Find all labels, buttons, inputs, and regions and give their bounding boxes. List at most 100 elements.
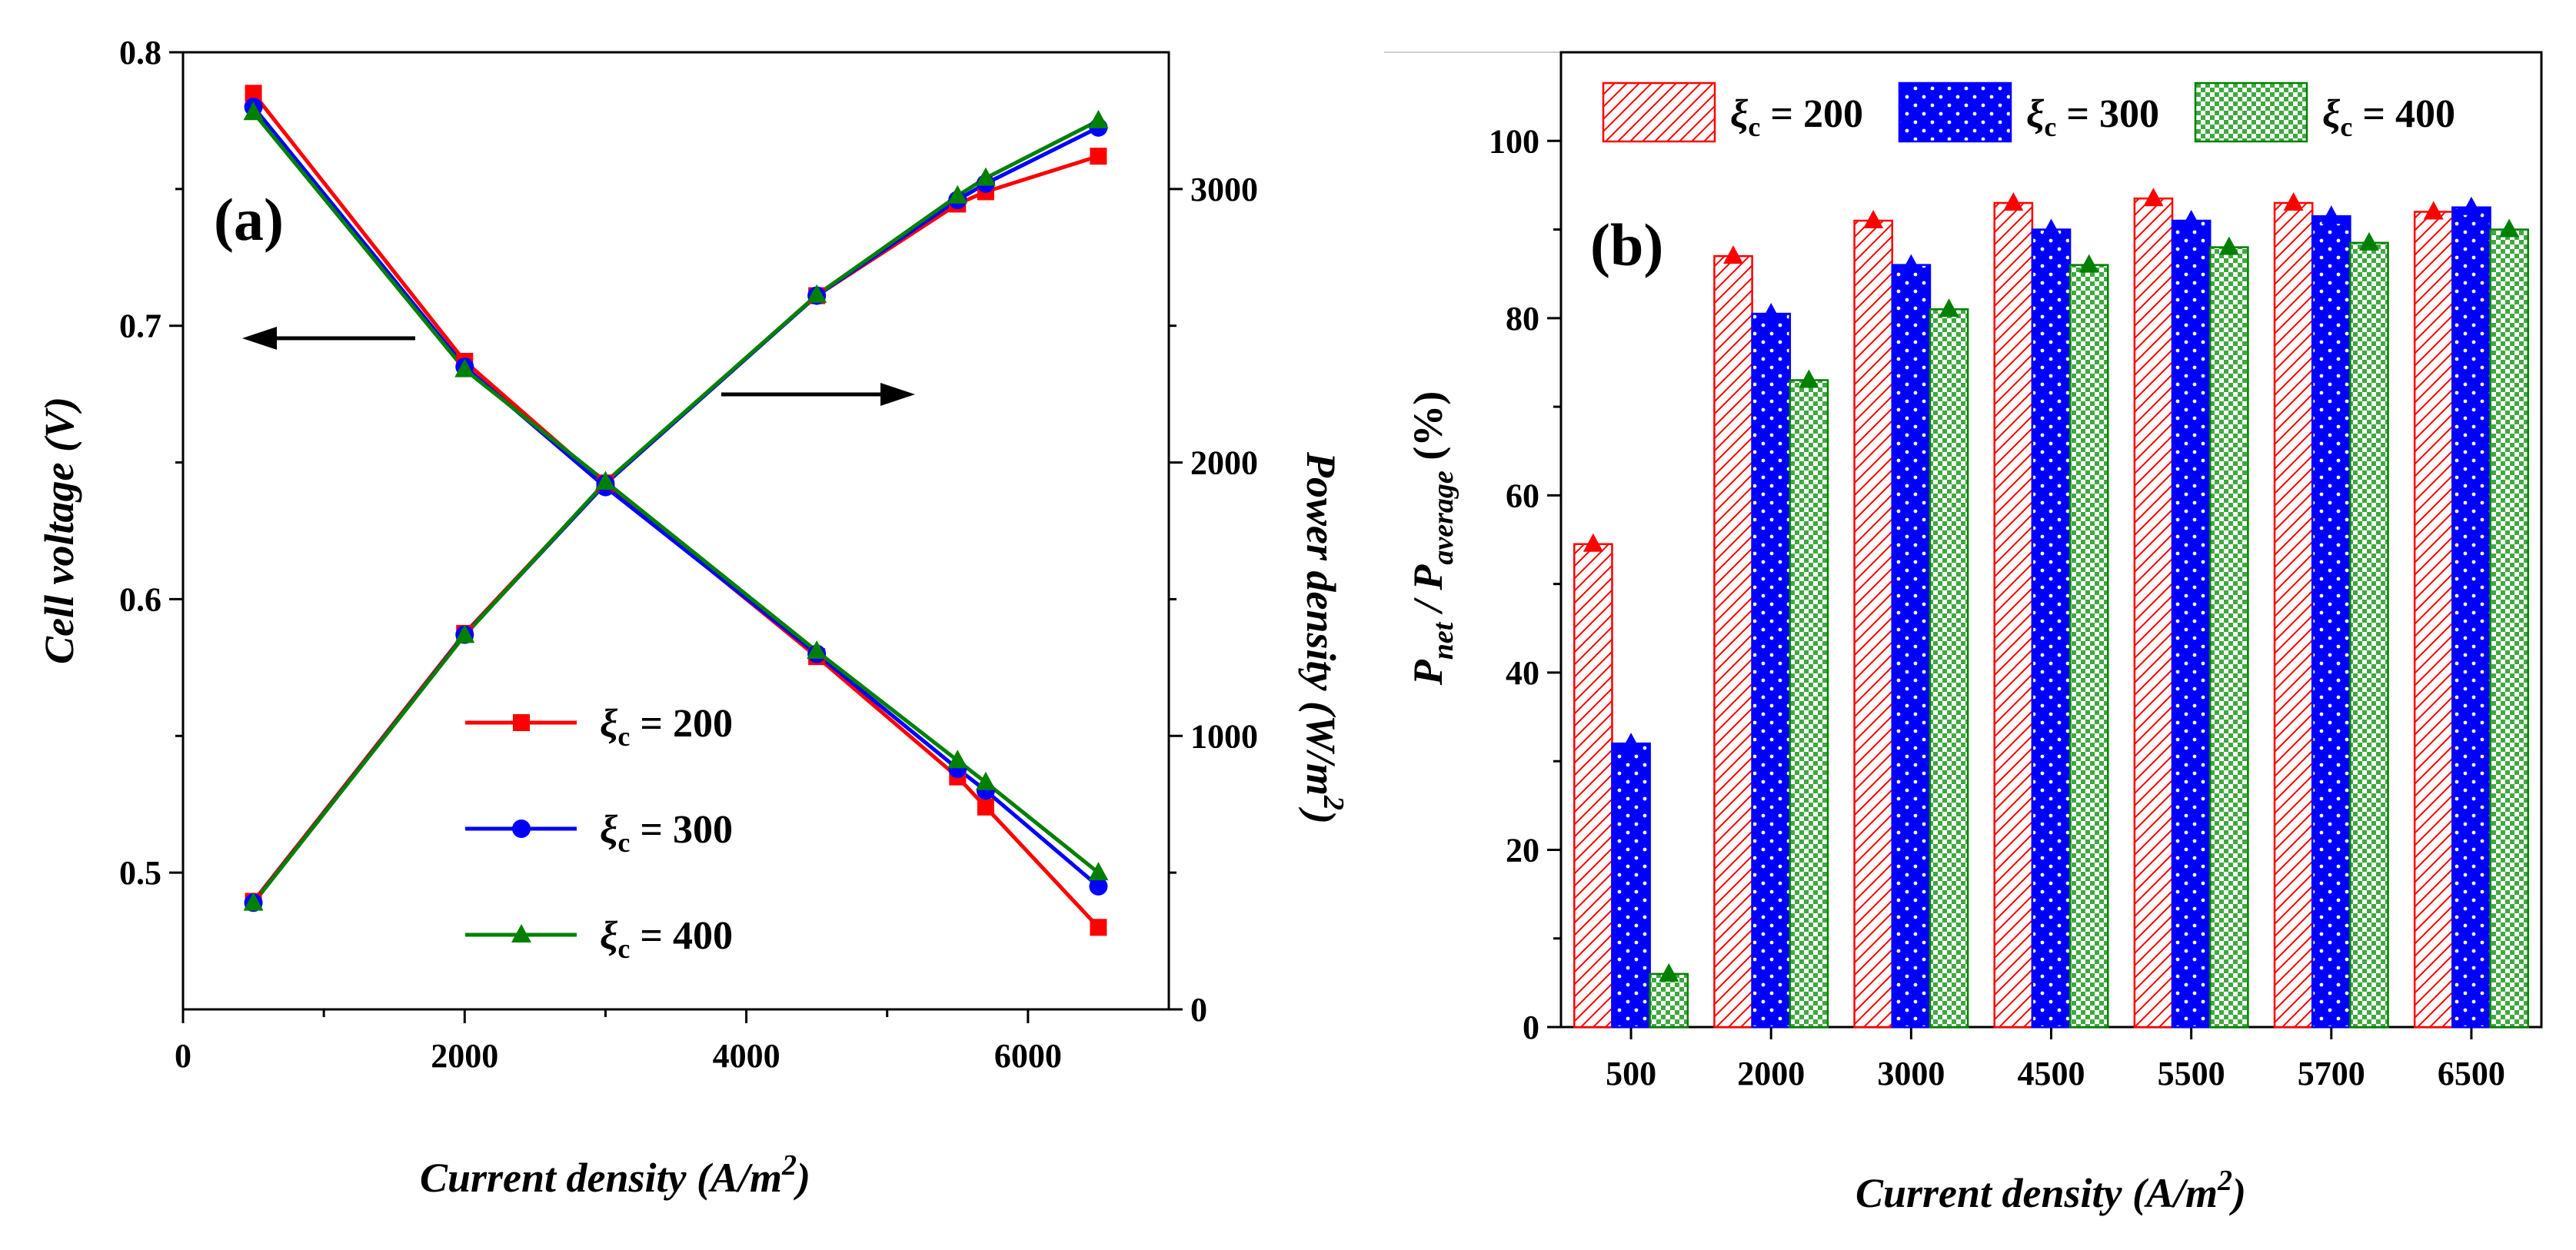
- chart-b-axes: 0 20 40 60 80 100 500 2000 3000 4500 5500 5700 6500: [1489, 122, 2505, 1092]
- chart-a-data-point: [595, 471, 616, 490]
- chart-b-legend-swatch: [1898, 81, 2012, 143]
- chart-b-x-tick-label: 500: [1606, 1055, 1656, 1092]
- chart-b-bar: [1929, 308, 1969, 1029]
- chart-b-bar-marker: [1799, 369, 1819, 388]
- chart-a-y2-tick-label: 1000: [1190, 717, 1258, 755]
- chart-a-data-point: [947, 185, 968, 204]
- chart-b-bar: [2031, 228, 2072, 1029]
- chart-b-legend-label: ξc = 400: [2322, 92, 2455, 142]
- chart-b-x-tick-label: 6500: [2438, 1055, 2505, 1092]
- chart-b-x-tick-label: 5500: [2158, 1055, 2225, 1092]
- chart-b-y-axis-label: Pnet / Paverage (%): [1405, 391, 1459, 686]
- chart-b-bar: [2133, 197, 2174, 1029]
- chart-a-axes: 0 2000 4000 6000 0.5 0.6 0.7 0.8 0 1000 2000 3000: [119, 34, 1258, 1075]
- chart-b-bar: [1611, 742, 1651, 1029]
- chart-b-bar-marker: [2218, 236, 2239, 255]
- chart-a-y-tick-label: 0.8: [119, 34, 161, 71]
- chart-a-y2-tick-label: 2000: [1190, 444, 1258, 482]
- chart-a-y-axis-label: Cell voltage (V): [36, 397, 82, 664]
- chart-b-bar: [2489, 228, 2529, 1029]
- chart-a-legend: ξc = 200 ξc = 300 ξc = 400: [465, 702, 733, 964]
- chart-a-legend-label: ξc = 300: [600, 808, 733, 858]
- chart-b-x-axis-label: Current density (A/m2): [1855, 1165, 2246, 1216]
- chart-b-bar: [1993, 201, 2034, 1029]
- chart-b-bar: [2208, 246, 2249, 1029]
- chart-a-x-tick-label: 0: [175, 1037, 191, 1075]
- chart-a-data-point: [807, 640, 827, 660]
- chart-b-legend-label: ξc = 300: [2026, 92, 2159, 142]
- chart-b-bar-marker: [2143, 188, 2164, 207]
- chart-b-bar-marker: [2041, 218, 2062, 238]
- chart-b-bar: [1789, 379, 1829, 1029]
- chart-b-bar-marker: [1621, 733, 1642, 752]
- right-arrow: [721, 383, 915, 406]
- chart-a-x-tick-label: 6000: [994, 1037, 1062, 1075]
- chart-a-data-point: [245, 85, 262, 102]
- chart-a-data-point: [975, 771, 996, 790]
- chart-a-data-point: [243, 101, 264, 121]
- chart-b-x-tick-label: 3000: [1877, 1055, 1945, 1092]
- chart-b-bar-marker: [1761, 303, 1782, 322]
- chart-a-x-tick-label: 4000: [713, 1037, 780, 1075]
- chart-a-series-line: [251, 125, 1100, 904]
- chart-a-series-line: [251, 111, 1100, 875]
- chart-a-y-tick-label: 0.5: [119, 854, 161, 892]
- chart-b-bar-marker: [2423, 201, 2444, 220]
- chart-a-data-point: [1088, 109, 1109, 128]
- chart-a: 0 2000 4000 6000 0.5 0.6 0.7 0.8 0 1000 2000 3000 ξ…: [36, 34, 1350, 1201]
- chart-a-series-line: [251, 91, 1100, 929]
- chart-a-x-tick-label: 2000: [431, 1037, 498, 1075]
- chart-b-bar: [2451, 206, 2491, 1029]
- chart-b-y-tick-label: 0: [1523, 1009, 1539, 1046]
- chart-a-data-point: [1088, 862, 1109, 881]
- chart-b-bar-marker: [2499, 218, 2520, 238]
- chart-a-data-point: [454, 624, 475, 643]
- chart-b-bar: [2171, 219, 2212, 1029]
- chart-a-data-point: [977, 798, 994, 816]
- chart-b-y-tick-label: 20: [1506, 831, 1539, 869]
- chart-b-bar: [2413, 211, 2454, 1029]
- chart-b-legend-swatch: [1602, 81, 1716, 143]
- chart-b-bar-marker: [1901, 254, 1922, 273]
- chart-a-legend-label: ξc = 400: [600, 914, 733, 964]
- chart-b-bar: [1573, 543, 1613, 1029]
- chart-a-data-point: [1089, 876, 1108, 896]
- chart-a-data-point: [243, 892, 264, 911]
- chart-a-y-tick-label: 0.6: [119, 580, 161, 618]
- chart-b-bar: [1713, 254, 1753, 1029]
- chart-a-y2-axis-label: Power density (W/m2): [1298, 451, 1350, 824]
- chart-b-bar-marker: [2181, 210, 2202, 229]
- chart-a-legend-marker: [513, 714, 530, 731]
- chart-b-bar-marker: [2461, 196, 2481, 215]
- chart-b-legend-swatch: [2194, 81, 2308, 143]
- chart-a-data-point: [947, 750, 968, 769]
- chart-a-data-point: [975, 167, 996, 186]
- chart-b-bar-marker: [1659, 962, 1679, 982]
- chart-b-bar-marker: [2003, 191, 2024, 211]
- chart-b-bar-marker: [2321, 205, 2341, 224]
- chart-b-bar: [1891, 264, 1932, 1029]
- chart-b-bar: [2068, 264, 2109, 1029]
- chart-b-x-tick-label: 4500: [2018, 1055, 2085, 1092]
- chart-a-y2-tick-label: 0: [1190, 991, 1207, 1029]
- chart-a-y2-tick-label: 3000: [1190, 171, 1258, 208]
- chart-a-legend-label: ξc = 200: [600, 702, 733, 752]
- chart-b-bar: [1751, 312, 1792, 1029]
- chart-b-bar: [2349, 241, 2389, 1029]
- chart-a-series: [243, 85, 1109, 936]
- chart-b-x-tick-label: 2000: [1737, 1055, 1805, 1092]
- chart-b-bar: [2273, 201, 2314, 1029]
- chart-a-data-point: [807, 284, 827, 303]
- chart-a-series-line: [251, 118, 1100, 905]
- chart-b-bar: [2311, 215, 2351, 1029]
- chart-b-bar: [1853, 219, 1894, 1029]
- chart-b-y-tick-label: 80: [1506, 300, 1539, 337]
- chart-b-bar-marker: [2283, 191, 2304, 211]
- chart-b-bar-marker: [1863, 210, 1884, 229]
- chart-a-data-point: [1090, 148, 1107, 165]
- chart-b-bar-marker: [1723, 245, 1744, 264]
- chart-b-bars: [1573, 188, 2529, 1029]
- chart-a-data-point: [1090, 919, 1107, 936]
- chart-a-y-tick-label: 0.7: [119, 308, 161, 345]
